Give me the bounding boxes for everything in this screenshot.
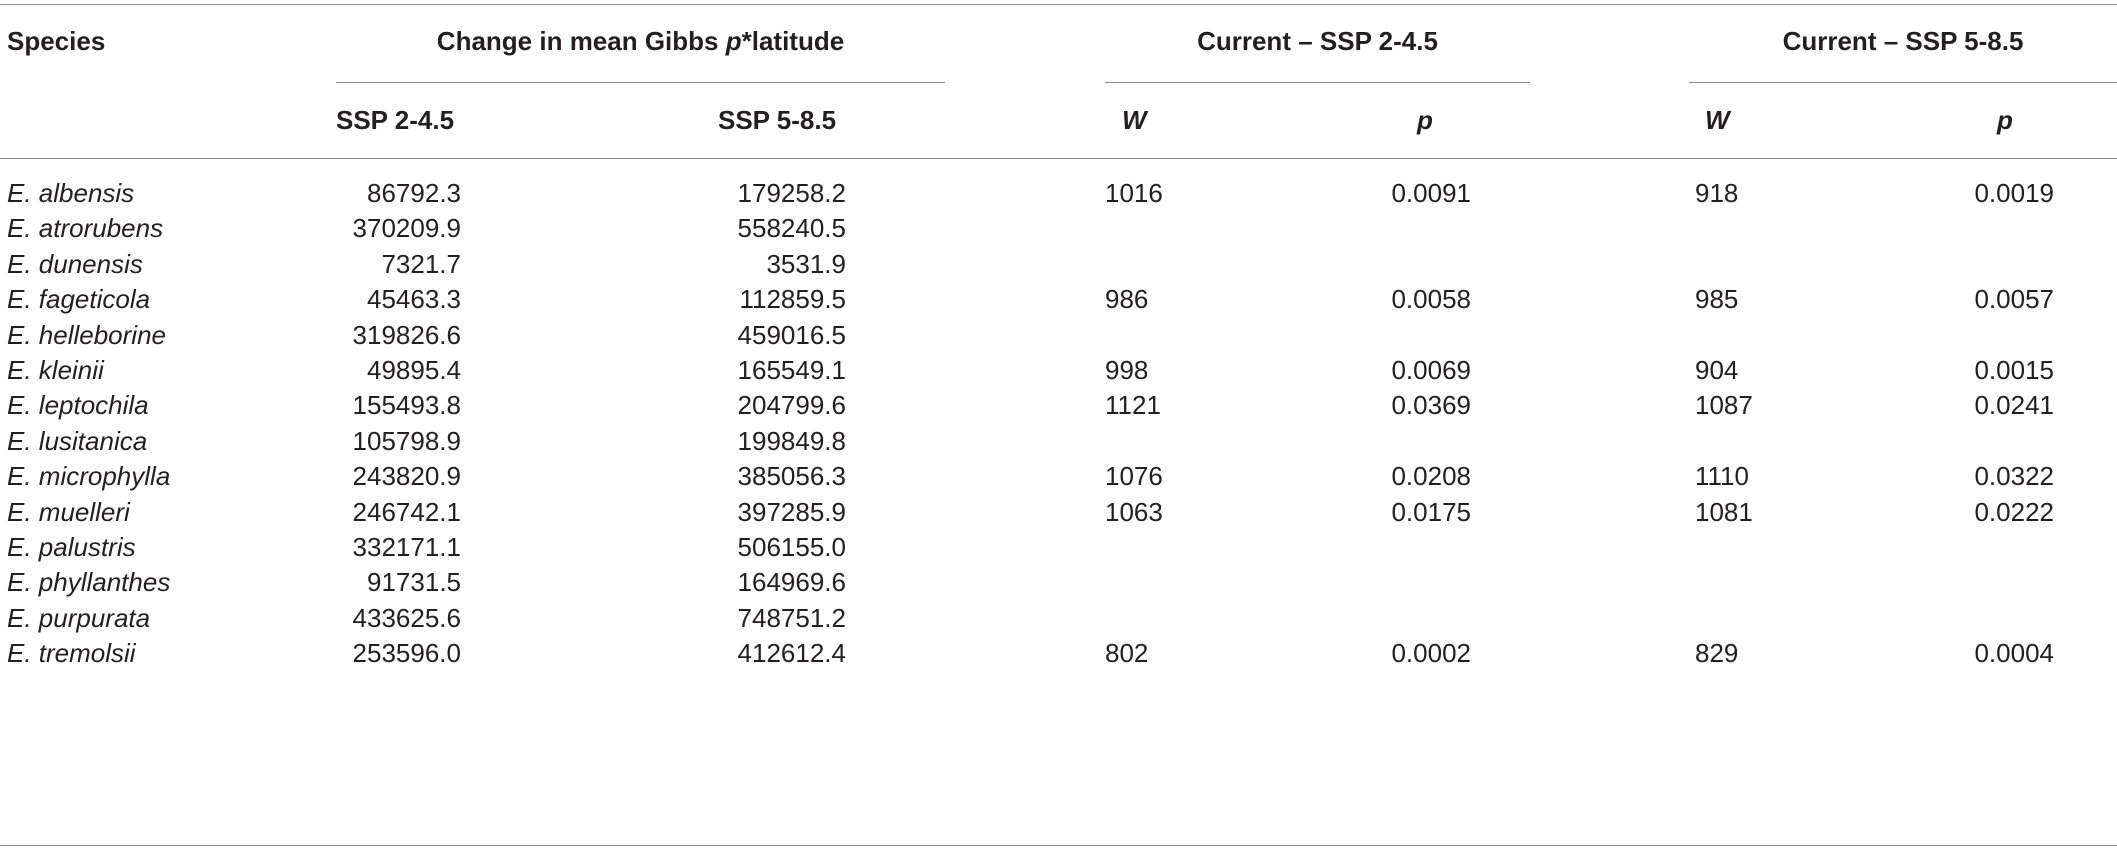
cell-w1: 1016 (1105, 178, 1163, 208)
cell-w2: 904 (1695, 355, 1739, 385)
cell-ssp585: 165549.1 (737, 355, 846, 385)
cell-p1: 0.0091 (1391, 178, 1471, 208)
cell-ssp245: 243820.9 (352, 461, 461, 492)
cell-w1: 998 (1105, 355, 1149, 385)
cell-species: E. fageticola (7, 284, 151, 315)
header-rule (0, 158, 2117, 159)
header-species: Species (7, 26, 106, 56)
cell-p2: 0.0004 (1974, 638, 2054, 669)
cell-ssp585: 204799.6 (737, 390, 846, 421)
cell-species: E. leptochila (7, 390, 149, 421)
cell-w1: 1063 (1105, 496, 1163, 527)
cell-species: E. lusitanica (7, 425, 148, 456)
cell-w2: 985 (1695, 284, 1739, 315)
cell-w2: 1110 (1695, 461, 1749, 492)
cell-species: E. tremolsii (7, 638, 136, 669)
cell-species: E. atrorubens (7, 213, 164, 244)
cell-ssp245: 246742.1 (352, 496, 461, 527)
cell-ssp245: 370209.9 (352, 213, 461, 244)
cell-ssp585: 112859.5 (739, 284, 846, 315)
cell-ssp245: 253596.0 (352, 638, 461, 669)
cell-p1: 0.0002 (1391, 638, 1471, 669)
cell-species: E. muelleri (7, 496, 130, 527)
group-rule-ssp585 (1689, 82, 2117, 83)
cell-w2: 918 (1695, 178, 1739, 208)
cell-p2: 0.0222 (1974, 496, 2054, 527)
header-p-ssp585: p (1997, 105, 2013, 135)
cell-ssp245: 433625.6 (352, 602, 461, 633)
cell-species: E. dunensis (7, 248, 143, 279)
cell-species: E. albensis (7, 178, 135, 208)
cell-ssp245: 45463.3 (367, 284, 461, 315)
cell-w1: 802 (1105, 638, 1149, 669)
cell-ssp245: 105798.9 (352, 425, 461, 456)
cell-p1: 0.0175 (1391, 496, 1471, 527)
header-p-ssp245: p (1417, 105, 1433, 135)
cell-ssp245: 7321.7 (381, 248, 461, 279)
cell-ssp245: 319826.6 (352, 319, 461, 350)
cell-p1: 0.0208 (1391, 461, 1471, 492)
cell-p2: 0.0322 (1974, 461, 2054, 492)
cell-ssp585: 164969.6 (737, 567, 846, 598)
header-w-ssp245: W (1122, 105, 1147, 135)
cell-w1: 1076 (1105, 461, 1163, 492)
cell-ssp585: 506155.0 (737, 532, 846, 562)
cell-ssp585: 459016.5 (737, 319, 846, 350)
cell-p2: 0.0241 (1974, 390, 2054, 421)
header-ssp245: SSP 2-4.5 (336, 105, 455, 135)
cell-w2: 1087 (1695, 390, 1753, 421)
cell-ssp585: 385056.3 (737, 461, 846, 492)
cell-ssp585: 179258.2 (737, 178, 846, 208)
top-rule (0, 4, 2117, 5)
cell-ssp245: 91731.5 (367, 567, 461, 598)
cell-species: E. kleinii (7, 355, 104, 385)
bottom-rule (0, 845, 2117, 846)
cell-p1: 0.0069 (1391, 355, 1471, 385)
cell-p2: 0.0057 (1974, 284, 2054, 315)
cell-species: E. helleborine (7, 319, 166, 350)
cell-w1: 986 (1105, 284, 1149, 315)
cell-ssp585: 397285.9 (737, 496, 846, 527)
header-change-group: Change in mean Gibbs p*latitude (436, 26, 845, 56)
cell-p2: 0.0015 (1974, 355, 2054, 385)
cell-w1: 1121 (1105, 390, 1161, 421)
group-rule-ssp245 (1105, 82, 1530, 83)
cell-species: E. microphylla (7, 461, 171, 492)
cell-ssp585: 3531.9 (766, 248, 846, 279)
cell-ssp245: 332171.1 (352, 532, 461, 562)
header-w-ssp585: W (1705, 105, 1730, 135)
cell-w2: 1081 (1695, 496, 1753, 527)
cell-ssp585: 199849.8 (737, 425, 846, 456)
cell-species: E. purpurata (7, 602, 151, 633)
cell-p1: 0.0058 (1391, 284, 1471, 315)
cell-w2: 829 (1695, 638, 1739, 669)
cell-species: E. phyllanthes (7, 567, 171, 598)
header-ssp585: SSP 5-8.5 (718, 105, 837, 135)
group-rule-change (336, 82, 945, 83)
cell-ssp585: 412612.4 (737, 638, 846, 669)
cell-ssp245: 49895.4 (367, 355, 461, 385)
cell-ssp245: 86792.3 (367, 178, 461, 208)
cell-ssp585: 748751.2 (737, 602, 846, 633)
header-group-ssp585: Current – SSP 5-8.5 (1782, 26, 2024, 56)
cell-p1: 0.0369 (1391, 390, 1471, 421)
cell-p2: 0.0019 (1974, 178, 2054, 208)
cell-ssp585: 558240.5 (737, 213, 846, 244)
cell-species: E. palustris (7, 532, 136, 562)
cell-ssp245: 155493.8 (352, 390, 461, 421)
header-group-ssp245: Current – SSP 2-4.5 (1197, 26, 1438, 56)
